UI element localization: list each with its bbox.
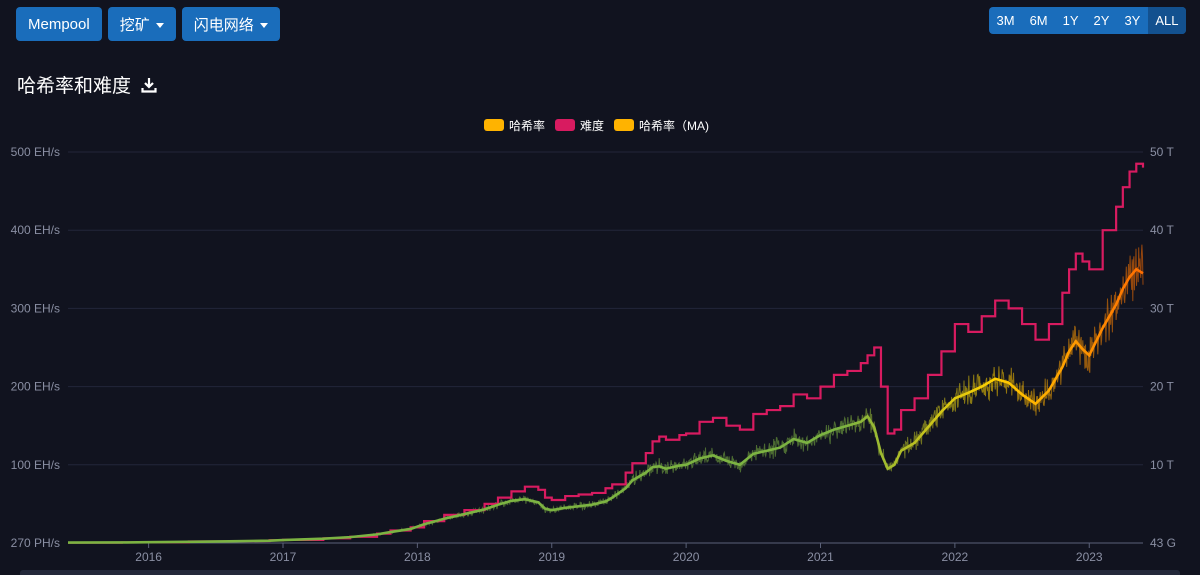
range-2y-button[interactable]: 2Y <box>1093 13 1110 28</box>
legend-swatch <box>484 119 504 131</box>
page-title: 哈希率和难度 <box>17 71 157 98</box>
time-range-selector: 3M 6M 1Y 2Y 3Y ALL <box>989 7 1186 34</box>
y-left-tick-label: 300 EH/s <box>11 301 60 315</box>
legend-swatch <box>614 119 634 131</box>
y-right-tick-label: 20 T <box>1150 380 1174 394</box>
y-right-tick-label: 43 G <box>1150 536 1176 550</box>
hashrate-series-line <box>68 244 1144 544</box>
chevron-down-icon <box>259 22 268 28</box>
y-left-tick-label: 400 EH/s <box>11 223 60 237</box>
range-3m-button[interactable]: 3M <box>996 13 1015 28</box>
difficulty-series-line <box>68 162 1145 544</box>
x-tick-label: 2021 <box>807 550 834 564</box>
legend-swatch <box>555 119 575 131</box>
y-left-tick-label: 500 EH/s <box>11 145 60 159</box>
zoom-slider[interactable] <box>20 570 1180 575</box>
page-title-text: 哈希率和难度 <box>17 76 132 97</box>
range-1y-button[interactable]: 1Y <box>1062 13 1079 28</box>
legend-label: 难度 <box>580 118 604 133</box>
y-right-tick-label: 40 T <box>1150 223 1174 237</box>
lightning-label: 闪电网络 <box>193 16 254 34</box>
mempool-button[interactable]: Mempool <box>16 7 102 41</box>
x-tick-label: 2019 <box>538 550 565 564</box>
y-left-tick-label: 100 EH/s <box>11 458 60 472</box>
x-tick-label: 2022 <box>942 550 969 564</box>
x-tick-label: 2020 <box>673 550 700 564</box>
y-right-tick-label: 10 T <box>1150 458 1174 472</box>
x-tick-label: 2017 <box>270 550 297 564</box>
x-tick-label: 2018 <box>404 550 431 564</box>
hashrate-ma-series-line <box>67 267 1144 544</box>
y-left-tick-label: 200 EH/s <box>11 380 60 394</box>
download-icon[interactable] <box>141 77 157 93</box>
range-3y-button[interactable]: 3Y <box>1124 13 1141 28</box>
range-all-button[interactable]: ALL <box>1147 7 1186 34</box>
mining-dropdown[interactable]: 挖矿 <box>107 7 176 41</box>
legend-label: 哈希率 <box>509 118 545 133</box>
x-tick-label: 2016 <box>135 550 162 564</box>
y-left-tick-label: 270 PH/s <box>11 536 60 550</box>
y-right-tick-label: 50 T <box>1150 145 1174 159</box>
chevron-down-icon <box>155 22 164 28</box>
legend-label: 哈希率（MA) <box>639 118 709 133</box>
lightning-dropdown[interactable]: 闪电网络 <box>181 7 280 41</box>
mining-label: 挖矿 <box>119 16 150 34</box>
y-right-tick-label: 30 T <box>1150 301 1174 315</box>
range-6m-button[interactable]: 6M <box>1029 13 1048 28</box>
top-nav: Mempool 挖矿 闪电网络 <box>16 7 280 41</box>
x-tick-label: 2023 <box>1076 550 1103 564</box>
mempool-label: Mempool <box>28 15 90 33</box>
